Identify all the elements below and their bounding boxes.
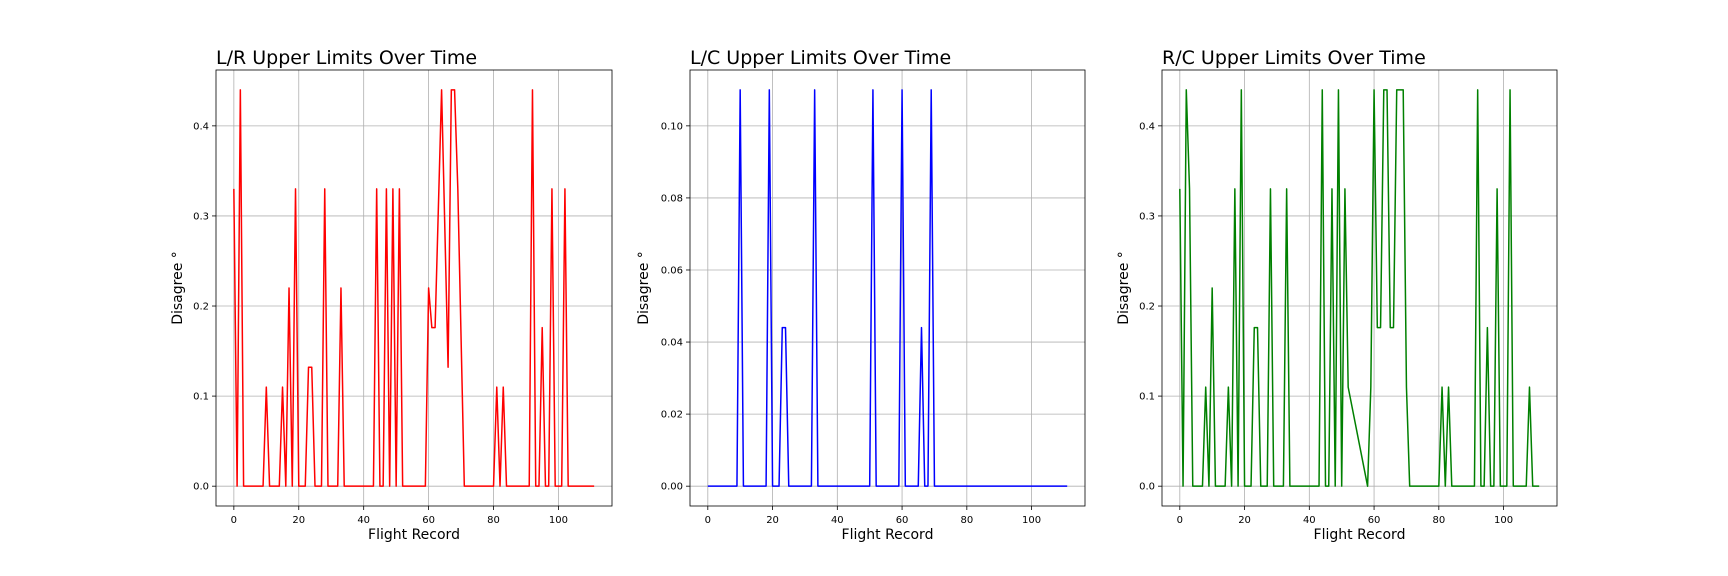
y-tick-label: 0.1	[1139, 392, 1155, 403]
x-tick-label: 0	[705, 515, 711, 526]
y-tick-label: 0.2	[1139, 302, 1155, 313]
x-axis-label: Flight Record	[842, 527, 934, 543]
x-tick-label: 60	[1368, 515, 1381, 526]
y-tick-label: 0.4	[1139, 121, 1155, 132]
x-tick-label: 20	[766, 515, 779, 526]
x-tick-label: 20	[292, 515, 305, 526]
y-tick-label: 0.10	[661, 121, 683, 132]
y-axis-label: Disagree °	[1116, 251, 1132, 325]
x-tick-label: 40	[831, 515, 844, 526]
x-tick-label: 80	[960, 515, 973, 526]
data-series-line	[1179, 89, 1540, 487]
x-tick-label: 80	[1432, 515, 1445, 526]
plot-frame	[215, 69, 613, 507]
y-tick-label: 0.06	[661, 265, 683, 276]
x-tick-label: 100	[549, 515, 568, 526]
y-tick-label: 0.4	[193, 121, 209, 132]
chart-title: R/C Upper Limits Over Time	[1162, 47, 1426, 69]
x-tick-label: 0	[1177, 515, 1183, 526]
y-tick-label: 0.1	[193, 392, 209, 403]
plot-frame	[689, 69, 1086, 507]
x-tick-label: 0	[231, 515, 237, 526]
x-tick-label: 40	[357, 515, 370, 526]
y-tick-label: 0.02	[661, 410, 683, 421]
x-tick-label: 60	[896, 515, 909, 526]
y-axis-label: Disagree °	[170, 251, 186, 325]
chart-panel-3: 0 20 40 60 80 100 0.0 0.1 0.2 0.3 0.4 R/C Upper Lim…	[1116, 47, 1558, 543]
x-tick-label: 100	[1494, 515, 1513, 526]
y-axis-label: Disagree °	[636, 251, 652, 325]
x-tick-label: 20	[1238, 515, 1251, 526]
y-tick-label: 0.2	[193, 302, 209, 313]
y-tick-label: 0.00	[661, 482, 683, 493]
x-axis-label: Flight Record	[1314, 527, 1406, 543]
data-series-line	[707, 89, 1068, 487]
data-series-line	[233, 89, 595, 487]
y-tick-label: 0.08	[661, 193, 683, 204]
chart-panel-1: 0 20 40 60 80 100 0.0 0.1 0.2 0.3 0.4 L/R Upper Lim…	[170, 47, 613, 543]
plot-frame	[1161, 69, 1558, 507]
x-tick-label: 60	[422, 515, 435, 526]
y-tick-label: 0.3	[1139, 211, 1155, 222]
x-tick-label: 80	[487, 515, 500, 526]
y-tick-label: 0.0	[1139, 482, 1155, 493]
chart-title: L/C Upper Limits Over Time	[690, 47, 951, 69]
x-tick-label: 100	[1022, 515, 1041, 526]
chart-title: L/R Upper Limits Over Time	[216, 47, 477, 69]
y-tick-label: 0.3	[193, 211, 209, 222]
x-tick-label: 40	[1303, 515, 1316, 526]
chart-panel-2: 0 20 40 60 80 100 0.00 0.02 0.04 0.06 0.08 0.10 L/C …	[636, 47, 1086, 543]
x-axis-label: Flight Record	[368, 527, 460, 543]
y-tick-label: 0.0	[193, 482, 209, 493]
y-tick-label: 0.04	[661, 338, 683, 349]
